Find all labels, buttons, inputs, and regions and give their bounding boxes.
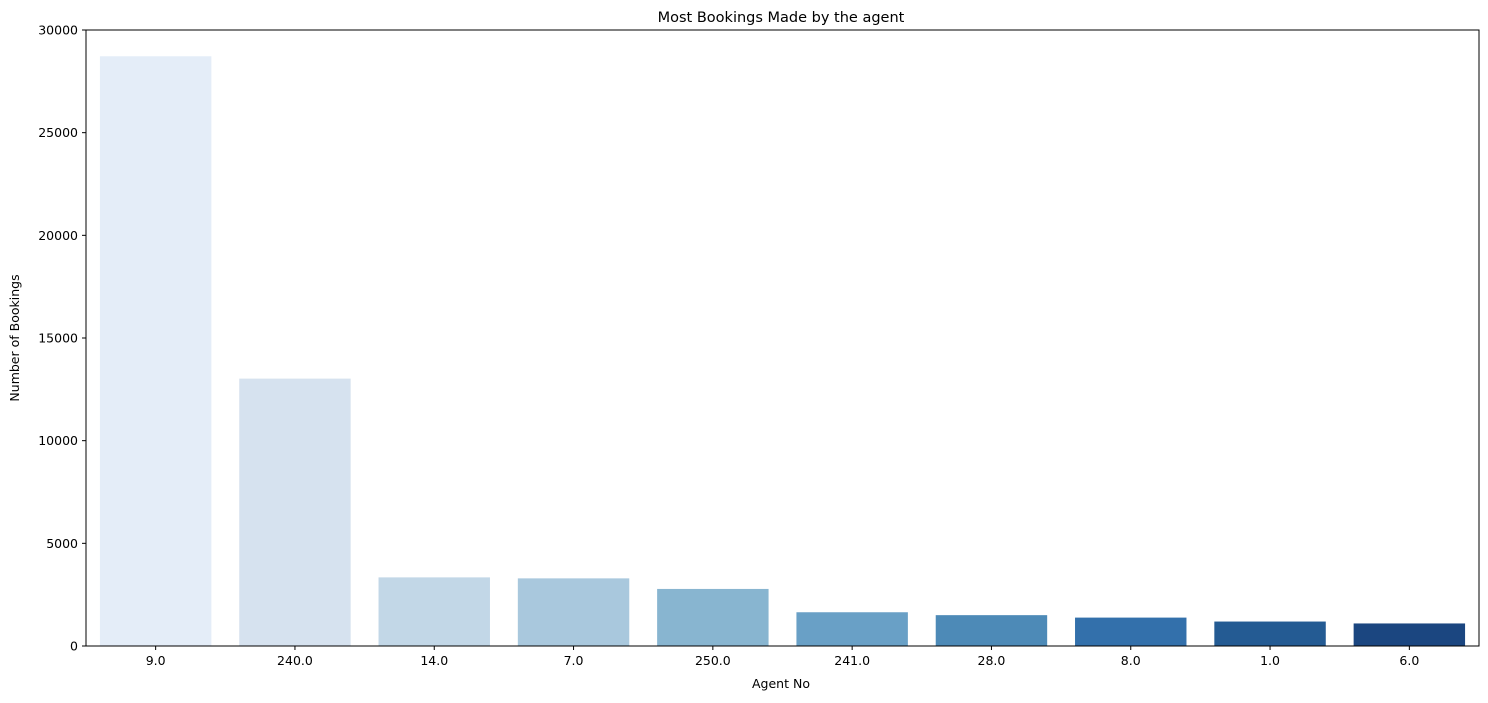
- y-tick-label: 20000: [38, 228, 78, 243]
- y-axis-label: Number of Bookings: [7, 274, 22, 401]
- y-tick-label: 30000: [38, 23, 78, 38]
- x-tick-label: 8.0: [1121, 653, 1141, 668]
- chart-title: Most Bookings Made by the agent: [658, 10, 905, 26]
- x-tick-label: 7.0: [564, 653, 584, 668]
- x-tick-label: 250.0: [695, 653, 731, 668]
- bar-1.0: [1214, 621, 1326, 646]
- bars-group: [99, 56, 1466, 646]
- plot-frame: [85, 29, 1480, 647]
- y-axis-ticks: 0 5000 10000 15000 20000 25000 30000: [38, 23, 86, 654]
- x-tick-label: 6.0: [1399, 653, 1419, 668]
- x-axis-ticks: 9.0 240.0 14.0 7.0 250.0 241.0 28.0 8.0 1.0 6.0: [146, 646, 1419, 668]
- x-tick-label: 1.0: [1260, 653, 1280, 668]
- x-tick-label: 241.0: [834, 653, 870, 668]
- x-axis-label: Agent No: [752, 676, 810, 691]
- bar-8.0: [1075, 617, 1187, 646]
- y-tick-label: 5000: [46, 536, 78, 551]
- bar-7.0: [517, 578, 630, 646]
- y-tick-label: 0: [70, 639, 78, 654]
- bar-14.0: [378, 577, 490, 646]
- x-tick-label: 240.0: [277, 653, 313, 668]
- bar-6.0: [1353, 623, 1466, 646]
- x-tick-label: 14.0: [420, 653, 448, 668]
- bar-240.0: [239, 378, 351, 646]
- bar-28.0: [935, 615, 1048, 646]
- bar-250.0: [657, 588, 769, 646]
- x-tick-label: 28.0: [978, 653, 1006, 668]
- y-tick-label: 25000: [38, 125, 78, 140]
- x-tick-label: 9.0: [146, 653, 166, 668]
- bar-9.0: [99, 56, 212, 646]
- y-tick-label: 15000: [38, 331, 78, 346]
- y-tick-label: 10000: [38, 433, 78, 448]
- bar-241.0: [796, 612, 908, 646]
